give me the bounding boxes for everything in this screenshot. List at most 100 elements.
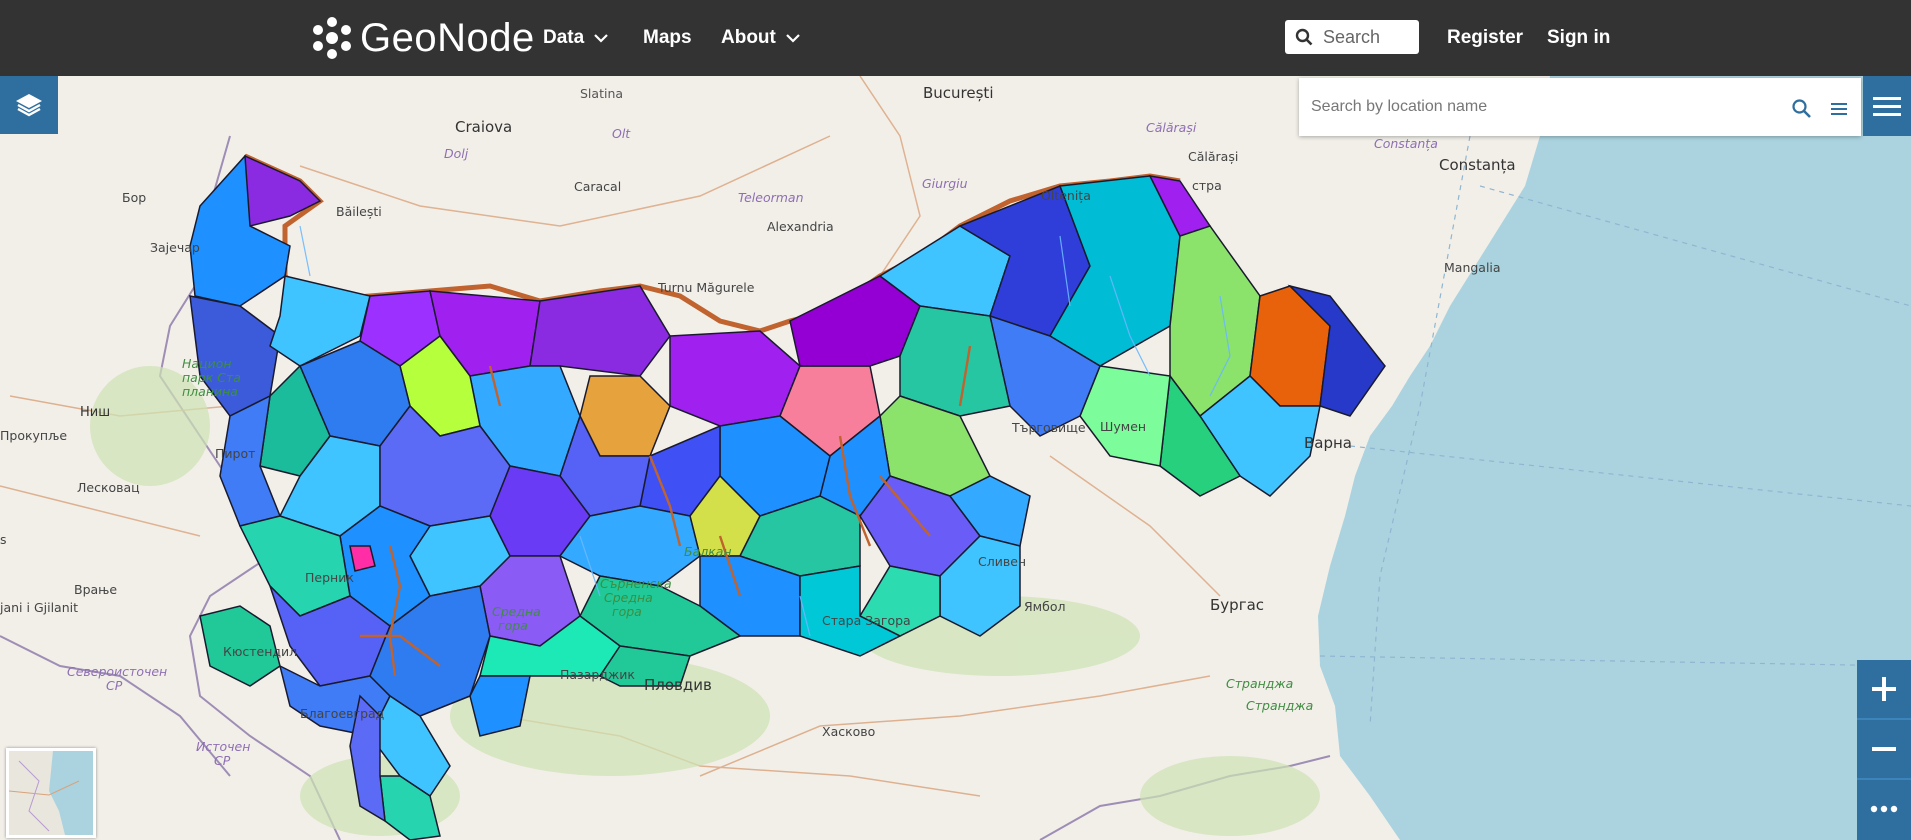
label-burgas: Бургас <box>1210 596 1264 614</box>
label-silistra: стра <box>1192 178 1222 193</box>
label-sev1: Североисточен <box>67 664 167 679</box>
label-prokuplje: Прокупље <box>0 428 67 443</box>
label-pazardzhik: Пазарджик <box>560 667 635 682</box>
black-sea <box>1318 76 1911 840</box>
label-oltenita: Oltenița <box>1041 188 1091 203</box>
minus-icon <box>1872 747 1896 751</box>
label-constanta: Constanța <box>1439 156 1516 174</box>
chevron-down-icon <box>594 34 608 43</box>
label-np1: Национ <box>182 356 232 371</box>
label-sev2: СР <box>106 678 123 693</box>
label-varna: Варна <box>1304 434 1352 452</box>
label-sr3: гора <box>612 604 642 619</box>
river-network <box>360 345 972 677</box>
label-pernik: Перник <box>305 570 354 585</box>
label-slatina: Slatina <box>580 86 623 101</box>
label-balkan: Балкан <box>684 544 732 559</box>
river-network-blue <box>299 225 1231 637</box>
magnifier-icon <box>1295 28 1313 46</box>
more-tools-button[interactable] <box>1857 780 1911 838</box>
search-location-icon[interactable] <box>1791 98 1813 120</box>
label-np3: планина <box>182 384 238 399</box>
label-constanta-county: Constanța <box>1374 136 1438 151</box>
label-caracal: Caracal <box>574 179 621 194</box>
nav-maps-link[interactable]: Maps <box>643 0 692 76</box>
label-sr5: гора <box>498 618 528 633</box>
label-sr4: Средна <box>492 604 541 619</box>
basins-layer <box>189 154 1386 840</box>
register-label: Register <box>1447 27 1524 48</box>
zoom-in-button[interactable] <box>1857 660 1911 720</box>
label-strandzha2: Странджа <box>1246 698 1313 713</box>
label-bor: Бор <box>122 190 146 205</box>
location-search-bar <box>1299 78 1861 136</box>
location-search-input[interactable] <box>1309 97 1773 117</box>
ellipsis-icon <box>1870 805 1898 813</box>
label-sliven: Сливен <box>978 554 1026 569</box>
map-viewport[interactable]: Craiova Slatina Olt București Călărași C… <box>0 76 1911 840</box>
forest-areas <box>90 366 1320 836</box>
map-labels: Craiova Slatina Olt București Călărași C… <box>0 84 1516 768</box>
label-craiova: Craiova <box>455 118 512 136</box>
hamburger-icon <box>1873 97 1901 116</box>
label-strandzha1: Странджа <box>1226 676 1293 691</box>
label-gjilan: jani i Gjilanit <box>0 600 78 615</box>
label-leskovac: Лесковац <box>77 480 140 495</box>
label-sr2: Средна <box>604 590 653 605</box>
label-bailesti: Băilești <box>336 204 382 219</box>
chevron-down-icon <box>786 34 800 43</box>
label-dolj: Dolj <box>444 146 469 161</box>
zoom-controls <box>1857 660 1911 840</box>
label-vranje: Врање <box>74 582 117 597</box>
nav-about-label: About <box>721 27 776 48</box>
nav-about-dropdown[interactable]: About <box>721 0 800 76</box>
header-search-box[interactable] <box>1285 20 1419 54</box>
label-mangalia: Mangalia <box>1444 260 1501 275</box>
label-nis: Ниш <box>80 405 110 420</box>
header-search-input[interactable] <box>1321 25 1415 49</box>
label-turnu: Turnu Măgurele <box>657 280 755 295</box>
label-stara: Стара Загора <box>822 613 911 628</box>
geonode-flower-icon <box>313 17 351 59</box>
overview-minimap[interactable] <box>6 748 96 838</box>
label-teleorman: Teleorman <box>738 190 804 205</box>
label-pirot: Пирот <box>215 446 255 461</box>
label-zajecar: Зајечар <box>150 240 200 255</box>
label-sr1: Сърненска <box>600 576 672 591</box>
label-shumen: Шумен <box>1100 419 1146 434</box>
plus-icon <box>1872 677 1896 701</box>
roads <box>0 76 1221 797</box>
geonode-logo[interactable]: GeoNode <box>310 8 535 68</box>
label-s: s <box>0 532 7 547</box>
nav-maps-label: Maps <box>643 27 692 48</box>
label-calarasi: Călărași <box>1188 149 1238 164</box>
zoom-out-button[interactable] <box>1857 720 1911 780</box>
map-menu-button[interactable] <box>1863 76 1911 136</box>
label-plovdiv: Пловдив <box>644 676 712 694</box>
label-calarasi-county: Călărași <box>1146 120 1197 135</box>
label-ist2: СР <box>214 753 231 768</box>
label-haskovo: Хасково <box>822 724 875 739</box>
signin-label: Sign in <box>1547 27 1611 48</box>
signin-link[interactable]: Sign in <box>1547 0 1610 76</box>
label-np2: парк Ста <box>182 370 241 385</box>
logo-text: GeoNode <box>360 15 535 60</box>
top-navbar: GeoNode Data Maps About Register Sign in <box>0 0 1911 76</box>
nav-data-label: Data <box>543 27 585 48</box>
label-kyustendil: Кюстендил <box>223 644 297 659</box>
sea-boundaries <box>1319 135 1911 727</box>
label-ist1: Источен <box>196 739 250 754</box>
search-options-icon[interactable] <box>1829 101 1849 117</box>
label-bucuresti: București <box>923 84 993 102</box>
nav-data-dropdown[interactable]: Data <box>543 0 608 76</box>
label-giurgiu: Giurgiu <box>922 176 968 191</box>
label-targoviste: Търговище <box>1011 420 1086 435</box>
label-blagoevgrad: Благоевград <box>300 706 384 721</box>
register-link[interactable]: Register <box>1447 0 1523 76</box>
label-alexandria: Alexandria <box>767 219 834 234</box>
layers-icon <box>16 94 42 117</box>
layers-button[interactable] <box>0 76 58 134</box>
basemap: Craiova Slatina Olt București Călărași C… <box>0 76 1911 840</box>
label-yambol: Ямбол <box>1024 599 1065 614</box>
label-olt: Olt <box>612 126 631 141</box>
